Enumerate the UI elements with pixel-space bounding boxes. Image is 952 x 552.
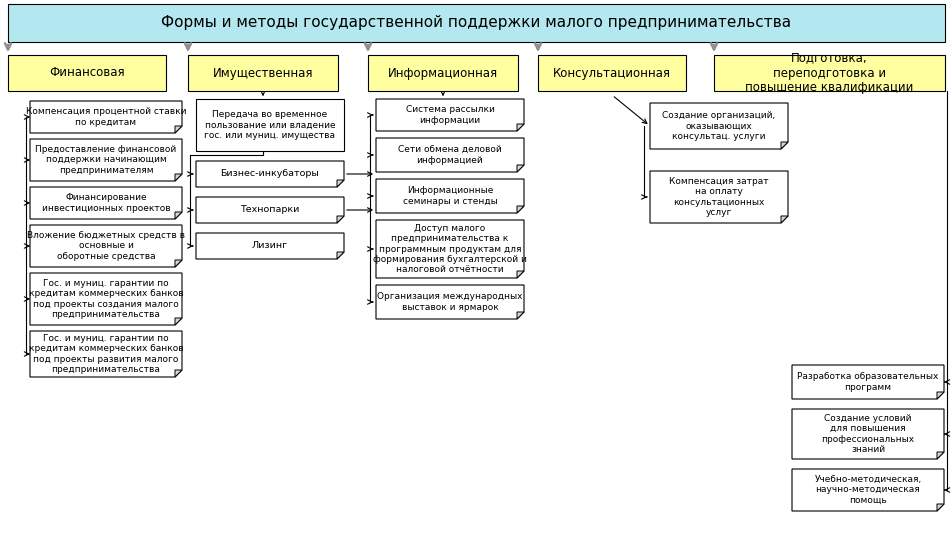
Text: Технопарки: Технопарки	[240, 205, 299, 215]
Polygon shape	[516, 165, 524, 172]
Polygon shape	[376, 285, 524, 319]
Polygon shape	[30, 273, 182, 325]
Polygon shape	[30, 139, 182, 181]
Text: Консультационная: Консультационная	[552, 66, 670, 79]
Text: Вложение бюджетных средств в
основные и
оборотные средства: Вложение бюджетных средств в основные и …	[27, 231, 185, 261]
Polygon shape	[175, 212, 182, 219]
Polygon shape	[175, 126, 182, 133]
Polygon shape	[30, 225, 182, 267]
Text: Лизинг: Лизинг	[251, 242, 288, 251]
Polygon shape	[791, 469, 943, 511]
Polygon shape	[337, 180, 344, 187]
Text: Бизнес-инкубаторы: Бизнес-инкубаторы	[220, 169, 319, 178]
Polygon shape	[376, 138, 524, 172]
FancyBboxPatch shape	[713, 55, 944, 91]
Polygon shape	[936, 392, 943, 399]
Polygon shape	[791, 409, 943, 459]
Polygon shape	[649, 103, 787, 149]
Polygon shape	[781, 216, 787, 223]
Polygon shape	[516, 124, 524, 131]
Polygon shape	[196, 197, 344, 223]
Text: Разработка образовательных
программ: Разработка образовательных программ	[797, 372, 938, 392]
Polygon shape	[30, 187, 182, 219]
Polygon shape	[376, 99, 524, 131]
Text: Создание организаций,
оказывающих
консультац. услуги: Создание организаций, оказывающих консул…	[662, 111, 775, 141]
Polygon shape	[30, 101, 182, 133]
Text: Доступ малого
предпринимательства к
программным продуктам для
формирования бухга: Доступ малого предпринимательства к прог…	[372, 224, 526, 274]
Polygon shape	[791, 365, 943, 399]
FancyBboxPatch shape	[8, 4, 944, 42]
Text: Предоставление финансовой
поддержки начинающим
предпринимателям: Предоставление финансовой поддержки начи…	[35, 145, 176, 175]
Text: Компенсация затрат
на оплату
консультационных
услуг: Компенсация затрат на оплату консультаци…	[668, 177, 768, 217]
Text: Учебно-методическая,
научно-методическая
помощь: Учебно-методическая, научно-методическая…	[814, 475, 921, 505]
Polygon shape	[196, 161, 344, 187]
Text: Организация международных
выставок и ярмарок: Организация международных выставок и ярм…	[377, 293, 523, 312]
Polygon shape	[936, 452, 943, 459]
Text: Информационная: Информационная	[387, 66, 498, 79]
Text: Финансирование
инвестиционных проектов: Финансирование инвестиционных проектов	[42, 193, 170, 213]
Text: Сети обмена деловой
информацией: Сети обмена деловой информацией	[398, 145, 502, 164]
Polygon shape	[376, 220, 524, 278]
FancyBboxPatch shape	[538, 55, 685, 91]
Text: Информационные
семинары и стенды: Информационные семинары и стенды	[402, 187, 497, 206]
Text: Компенсация процентной ставки
по кредитам: Компенсация процентной ставки по кредита…	[26, 107, 186, 127]
Polygon shape	[175, 174, 182, 181]
Polygon shape	[175, 370, 182, 377]
Polygon shape	[337, 252, 344, 259]
Text: Формы и методы государственной поддержки малого предпринимательства: Формы и методы государственной поддержки…	[161, 15, 791, 30]
Polygon shape	[516, 271, 524, 278]
Polygon shape	[175, 318, 182, 325]
Polygon shape	[30, 331, 182, 377]
Polygon shape	[337, 216, 344, 223]
Text: Финансовая: Финансовая	[50, 66, 125, 79]
FancyBboxPatch shape	[8, 55, 166, 91]
Polygon shape	[516, 206, 524, 213]
Polygon shape	[376, 179, 524, 213]
Text: Создание условий
для повышения
профессиональных
знаний: Создание условий для повышения профессио…	[821, 414, 914, 454]
Polygon shape	[936, 504, 943, 511]
Text: Гос. и муниц. гарантии по
кредитам коммерческих банков
под проекты развития мало: Гос. и муниц. гарантии по кредитам комме…	[29, 334, 183, 374]
FancyBboxPatch shape	[196, 99, 344, 151]
Polygon shape	[175, 260, 182, 267]
Text: Система рассылки
информации: Система рассылки информации	[406, 105, 494, 125]
Polygon shape	[781, 142, 787, 149]
Polygon shape	[196, 233, 344, 259]
FancyBboxPatch shape	[188, 55, 338, 91]
Text: Подготовка,
переподготовка и
повышение квалификации: Подготовка, переподготовка и повышение к…	[744, 51, 913, 94]
Text: Гос. и муниц. гарантии по
кредитам коммерческих банков
под проекты создания мало: Гос. и муниц. гарантии по кредитам комме…	[29, 279, 183, 319]
FancyBboxPatch shape	[367, 55, 518, 91]
Polygon shape	[516, 312, 524, 319]
Text: Передача во временное
пользование или владение
гос. или муниц. имущества: Передача во временное пользование или вл…	[205, 110, 335, 140]
Text: Имущественная: Имущественная	[212, 66, 313, 79]
Polygon shape	[649, 171, 787, 223]
